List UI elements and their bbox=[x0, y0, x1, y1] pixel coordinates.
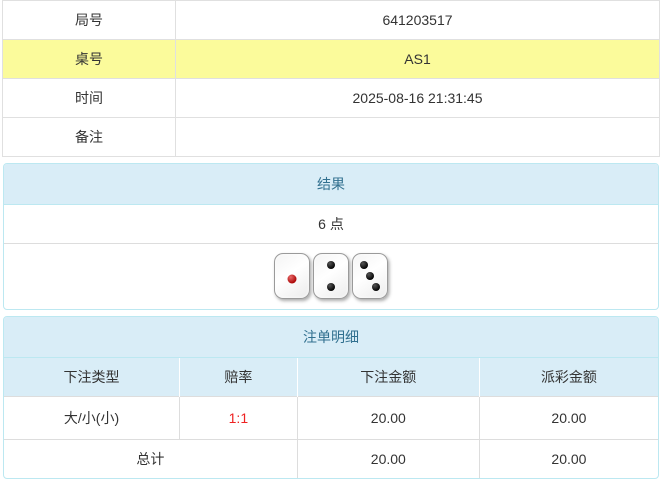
odds-value: 1:1 bbox=[179, 396, 298, 440]
bet-type-value: 大/小(小) bbox=[4, 396, 180, 440]
bets-table: 下注类型 赔率 下注金额 派彩金额 大/小(小) 1:1 20.00 20.00… bbox=[4, 358, 658, 478]
die-1-icon bbox=[274, 253, 310, 299]
dice-row bbox=[4, 244, 658, 309]
table-row: 局号 641203517 bbox=[2, 0, 660, 40]
result-panel-title: 结果 bbox=[4, 164, 658, 205]
bet-row: 大/小(小) 1:1 20.00 20.00 bbox=[4, 396, 658, 440]
remark-value bbox=[175, 117, 660, 157]
result-points: 6 点 bbox=[4, 205, 658, 244]
round-number-value: 641203517 bbox=[175, 0, 660, 40]
total-bet-amount: 20.00 bbox=[296, 439, 480, 478]
odds-header: 赔率 bbox=[179, 358, 298, 397]
time-value: 2025-08-16 21:31:45 bbox=[175, 78, 660, 118]
table-row: 桌号 AS1 bbox=[2, 39, 660, 79]
remark-label: 备注 bbox=[2, 117, 176, 157]
total-label: 总计 bbox=[4, 439, 298, 478]
die-3-icon bbox=[352, 253, 388, 299]
result-panel: 结果 6 点 bbox=[3, 163, 659, 310]
payout-amount-header: 派彩金额 bbox=[478, 358, 658, 397]
table-number-label: 桌号 bbox=[2, 39, 176, 79]
bets-panel-title: 注单明细 bbox=[4, 317, 658, 358]
bets-header-row: 下注类型 赔率 下注金额 派彩金额 bbox=[4, 358, 658, 397]
table-number-value: AS1 bbox=[175, 39, 660, 79]
payout-amount-value: 20.00 bbox=[478, 396, 658, 440]
die-2-icon bbox=[313, 253, 349, 299]
table-row: 时间 2025-08-16 21:31:45 bbox=[2, 78, 660, 118]
bet-type-header: 下注类型 bbox=[4, 358, 180, 397]
bet-amount-header: 下注金额 bbox=[296, 358, 480, 397]
total-row: 总计 20.00 20.00 bbox=[4, 439, 658, 478]
table-row: 备注 bbox=[2, 117, 660, 157]
game-info-table: 局号 641203517 桌号 AS1 时间 2025-08-16 21:31:… bbox=[2, 0, 660, 157]
round-number-label: 局号 bbox=[2, 0, 176, 40]
time-label: 时间 bbox=[2, 78, 176, 118]
total-payout-amount: 20.00 bbox=[478, 439, 658, 478]
bet-amount-value: 20.00 bbox=[296, 396, 480, 440]
